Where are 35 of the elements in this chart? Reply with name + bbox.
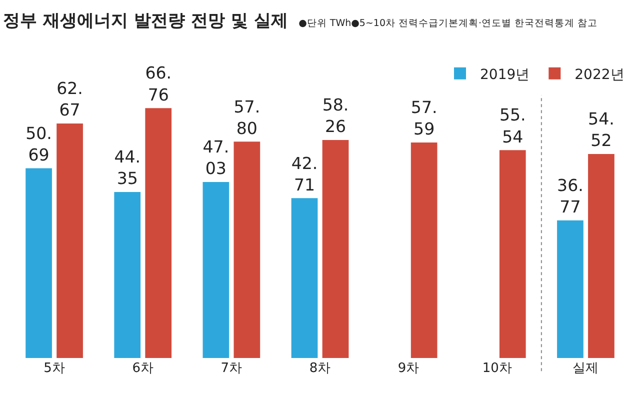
bar bbox=[557, 220, 584, 358]
bar bbox=[322, 140, 349, 358]
data-label: 55.54 bbox=[499, 106, 526, 146]
bar bbox=[114, 192, 141, 358]
x-tick-label: 7차 bbox=[220, 361, 242, 376]
bar bbox=[234, 142, 260, 358]
data-label: 54.52 bbox=[588, 110, 614, 150]
data-label: 44.35 bbox=[114, 148, 141, 188]
data-label: 50.69 bbox=[26, 124, 52, 164]
bar bbox=[291, 198, 318, 358]
bar bbox=[410, 142, 438, 358]
chart-subtitle: ●단위 TWh●5~10차 전력수급기본계획·연도별 한국전력통계 참고 bbox=[298, 18, 598, 29]
data-label: 57.59 bbox=[410, 98, 438, 139]
data-label: 66.76 bbox=[145, 64, 172, 104]
x-tick-label: 9차 bbox=[398, 361, 420, 376]
bar bbox=[26, 168, 52, 358]
data-label: 57.80 bbox=[234, 97, 260, 138]
x-tick-label: 5차 bbox=[44, 361, 65, 376]
x-tick-label: 6차 bbox=[132, 361, 154, 376]
bar bbox=[56, 123, 83, 358]
x-tick-label: 10차 bbox=[482, 361, 512, 376]
legend-label: 2019년 bbox=[480, 66, 530, 83]
legend-label: 2022년 bbox=[574, 66, 624, 83]
x-tick-label: 8차 bbox=[309, 361, 331, 376]
bar bbox=[588, 154, 614, 358]
x-tick-label: 실제 bbox=[572, 361, 599, 376]
data-label: 58.26 bbox=[322, 96, 349, 136]
bar bbox=[499, 150, 526, 358]
data-label: 42.71 bbox=[291, 154, 318, 194]
data-label: 62.67 bbox=[56, 79, 83, 120]
data-label: 47.03 bbox=[202, 138, 230, 178]
data-label: 36.77 bbox=[557, 176, 584, 217]
chart-title: 정부 재생에너지 발전량 전망 및 실제 bbox=[3, 10, 288, 31]
bar bbox=[145, 108, 172, 358]
bar bbox=[202, 182, 230, 358]
